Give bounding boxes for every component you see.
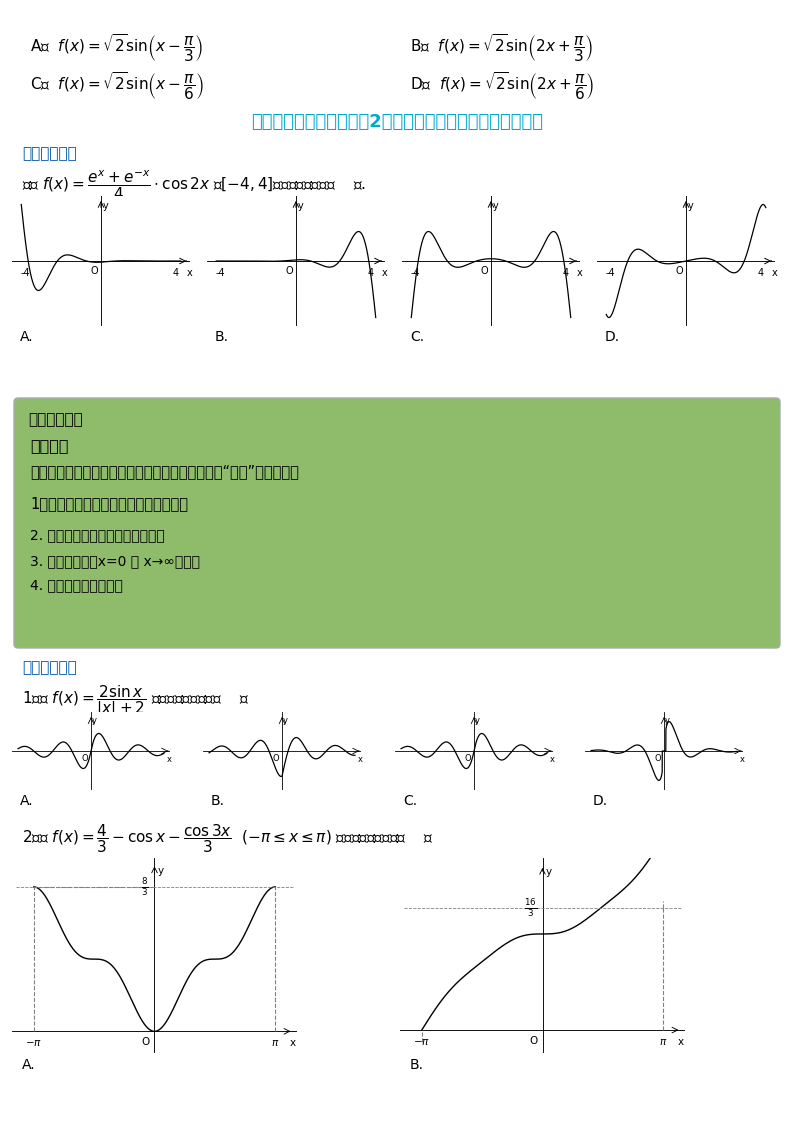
Text: -4: -4 bbox=[410, 267, 420, 277]
Text: 2. 利用特殊值特殊点的坐标判断。: 2. 利用特殊值特殊点的坐标判断。 bbox=[30, 528, 164, 542]
Text: O: O bbox=[285, 265, 293, 275]
Text: O: O bbox=[141, 1037, 150, 1047]
Text: B.: B. bbox=[410, 1058, 424, 1072]
Text: 4: 4 bbox=[563, 267, 569, 277]
Text: 【变式训练】: 【变式训练】 bbox=[22, 660, 77, 675]
Text: -4: -4 bbox=[605, 267, 615, 277]
Text: O: O bbox=[480, 265, 488, 275]
Text: 函数 $f(x) = \dfrac{e^x + e^{-x}}{4} \cdot \cos 2x$ 在$[-4,4]$上的图象大致是（    ）.: 函数 $f(x) = \dfrac{e^x + e^{-x}}{4} \cdot… bbox=[22, 168, 366, 202]
Text: O: O bbox=[465, 755, 472, 764]
Text: O: O bbox=[530, 1035, 538, 1046]
Text: y: y bbox=[493, 201, 499, 210]
Text: C.: C. bbox=[410, 330, 424, 344]
Text: 2函数 $f(x) = \dfrac{4}{3} - \cos x - \dfrac{\cos 3x}{3}$  $(-\pi \leq x \leq \pi): 2函数 $f(x) = \dfrac{4}{3} - \cos x - \dfr… bbox=[22, 822, 434, 855]
Text: -4: -4 bbox=[20, 267, 30, 277]
Text: x: x bbox=[290, 1039, 296, 1049]
Text: y: y bbox=[92, 715, 97, 725]
Text: y: y bbox=[283, 715, 288, 725]
Text: 【提分秘籍】: 【提分秘籍】 bbox=[28, 412, 83, 427]
Text: C.: C. bbox=[403, 794, 417, 809]
Text: y: y bbox=[157, 866, 164, 876]
Text: B.: B. bbox=[211, 794, 225, 809]
Text: B．  $f(x) = \sqrt{2}\sin\!\left(2x + \dfrac{\pi}{3}\right)$: B． $f(x) = \sqrt{2}\sin\!\left(2x + \dfr… bbox=[410, 31, 593, 64]
Text: $\frac{16}{3}$: $\frac{16}{3}$ bbox=[523, 897, 537, 919]
Text: 1利用复合函数图像的整体奇偶性判断。: 1利用复合函数图像的整体奇偶性判断。 bbox=[30, 496, 188, 511]
Text: A.: A. bbox=[22, 1058, 36, 1072]
Text: A.: A. bbox=[20, 794, 33, 809]
Text: x: x bbox=[739, 755, 744, 764]
Text: x: x bbox=[576, 267, 583, 277]
Text: 【典例分析】: 【典例分析】 bbox=[22, 146, 77, 161]
Text: $\pi$: $\pi$ bbox=[659, 1037, 668, 1047]
Text: y: y bbox=[545, 867, 551, 877]
Text: 含有幂指对与三角函数的复合函数型图像（复符合“超越”函数规律）: 含有幂指对与三角函数的复合函数型图像（复符合“超越”函数规律） bbox=[30, 464, 299, 480]
Text: O: O bbox=[82, 755, 89, 764]
Text: x: x bbox=[678, 1037, 684, 1047]
Text: y: y bbox=[103, 201, 109, 210]
Text: D.: D. bbox=[605, 330, 620, 344]
Text: A.: A. bbox=[20, 330, 33, 344]
Text: 3. 利用极限值（x=0 与 x→∞）判断: 3. 利用极限值（x=0 与 x→∞）判断 bbox=[30, 554, 200, 568]
Text: y: y bbox=[476, 715, 480, 725]
Text: x: x bbox=[187, 267, 192, 277]
Text: O: O bbox=[675, 265, 683, 275]
Text: $-\pi$: $-\pi$ bbox=[25, 1039, 42, 1049]
Text: x: x bbox=[167, 755, 172, 764]
Text: O: O bbox=[655, 755, 661, 764]
FancyBboxPatch shape bbox=[14, 398, 780, 648]
Text: 4. 利用函数正负判断。: 4. 利用函数正负判断。 bbox=[30, 578, 123, 592]
Text: $\frac{8}{3}$: $\frac{8}{3}$ bbox=[141, 876, 148, 898]
Text: y: y bbox=[665, 715, 670, 725]
Text: -4: -4 bbox=[215, 267, 225, 277]
Text: x: x bbox=[772, 267, 777, 277]
Text: 《题型二》三角函数图傃2：三角函数与幂指对复合函数图像: 《题型二》三角函数图傃2：三角函数与幂指对复合函数图像 bbox=[251, 113, 543, 131]
Text: x: x bbox=[357, 755, 362, 764]
Text: 4: 4 bbox=[368, 267, 374, 277]
Text: x: x bbox=[382, 267, 387, 277]
Text: $\pi$: $\pi$ bbox=[271, 1039, 279, 1049]
Text: B.: B. bbox=[215, 330, 229, 344]
Text: O: O bbox=[273, 755, 279, 764]
Text: 1函数 $f(x) = \dfrac{2\sin x}{|x|+2}$ 的部分图象大致为（    ）: 1函数 $f(x) = \dfrac{2\sin x}{|x|+2}$ 的部分图… bbox=[22, 683, 249, 720]
Text: D．  $f(x) = \sqrt{2}\sin\!\left(2x + \dfrac{\pi}{6}\right)$: D． $f(x) = \sqrt{2}\sin\!\left(2x + \dfr… bbox=[410, 70, 595, 102]
Text: $-\pi$: $-\pi$ bbox=[413, 1037, 430, 1047]
Text: A．  $f(x) = \sqrt{2}\sin\!\left(x - \dfrac{\pi}{3}\right)$: A． $f(x) = \sqrt{2}\sin\!\left(x - \dfra… bbox=[30, 31, 203, 64]
Text: 4: 4 bbox=[758, 267, 764, 277]
Text: y: y bbox=[298, 201, 303, 210]
Text: x: x bbox=[549, 755, 554, 764]
Text: 基本规律: 基本规律 bbox=[30, 438, 68, 453]
Text: y: y bbox=[688, 201, 694, 210]
Text: O: O bbox=[90, 265, 98, 275]
Text: C．  $f(x) = \sqrt{2}\sin\!\left(x - \dfrac{\pi}{6}\right)$: C． $f(x) = \sqrt{2}\sin\!\left(x - \dfra… bbox=[30, 70, 203, 102]
Text: 4: 4 bbox=[173, 267, 179, 277]
Text: D.: D. bbox=[593, 794, 608, 809]
